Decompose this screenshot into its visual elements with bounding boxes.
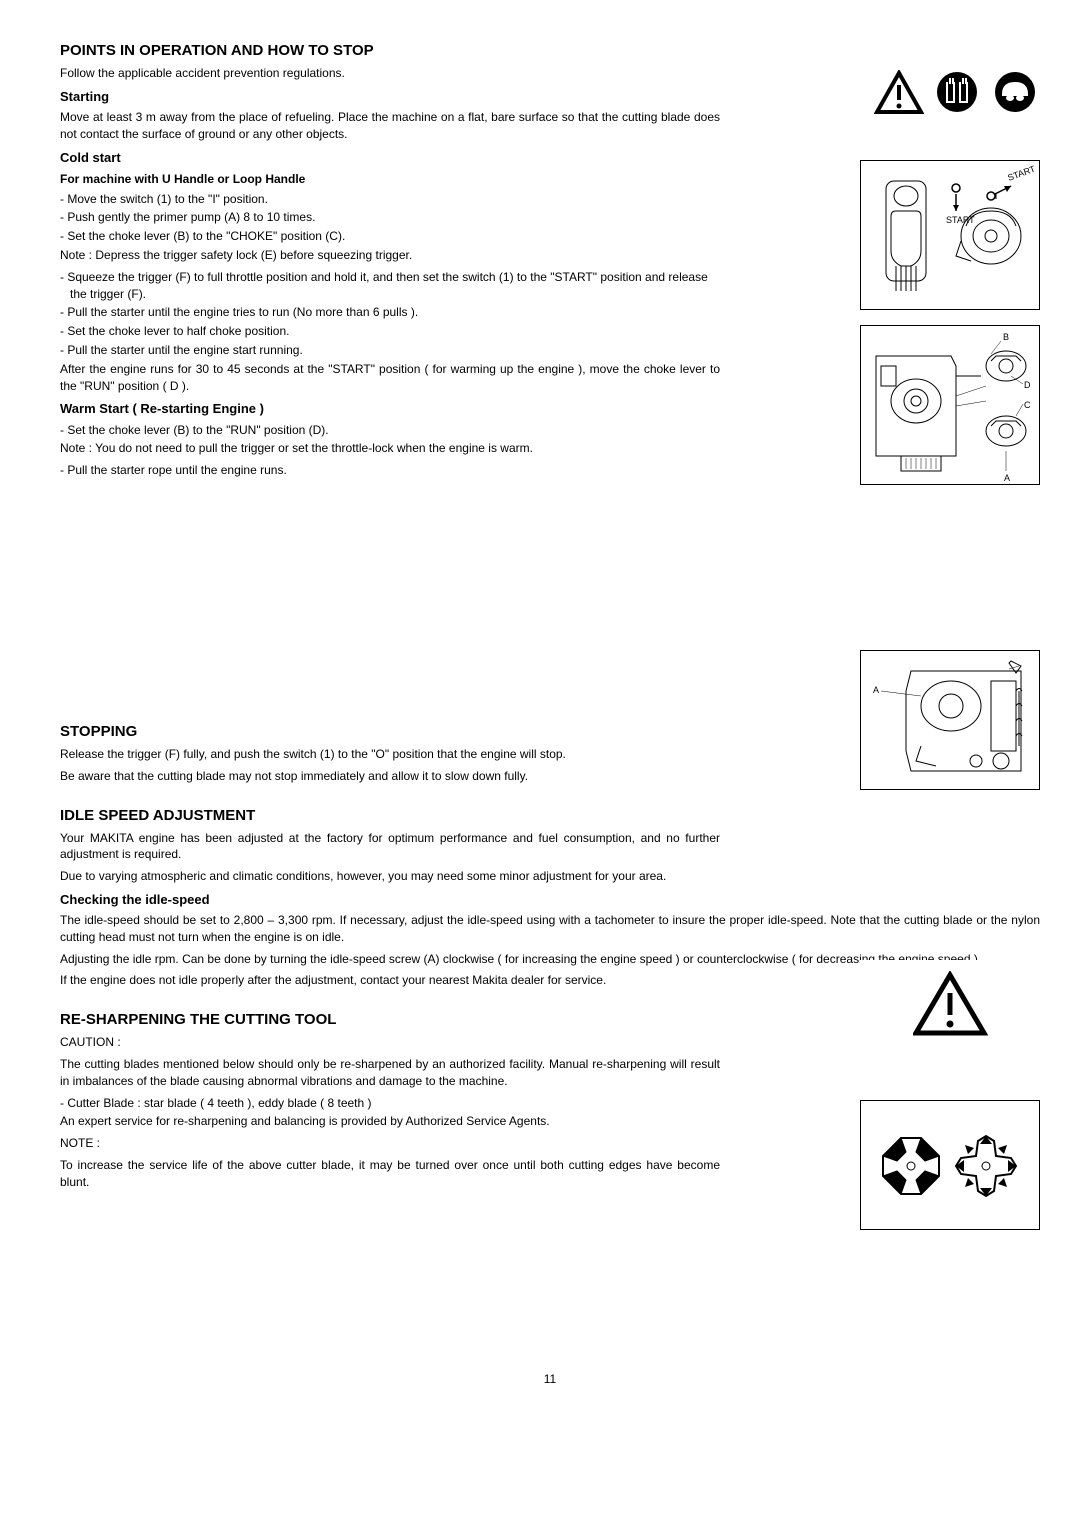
resharpen-text1: The cutting blades mentioned below shoul… [60, 1056, 720, 1090]
idle-text1: Your MAKITA engine has been adjusted at … [60, 830, 720, 864]
caution-label: CAUTION : [60, 1034, 720, 1051]
section-title-stopping: STOPPING [60, 721, 720, 742]
diagram-blades [860, 1100, 1040, 1230]
list-item: - Set the choke lever (B) to the "CHOKE"… [60, 228, 720, 245]
list-item: - Pull the starter rope until the engine… [60, 462, 720, 479]
note-text: Note : You do not need to pull the trigg… [60, 440, 720, 457]
diagram-label-start-arrow: START [1006, 164, 1037, 183]
list-item: - Pull the starter until the engine star… [60, 342, 720, 359]
note-label: NOTE : [60, 1135, 720, 1152]
idle-text2: Due to varying atmospheric and climatic … [60, 868, 1040, 885]
helmet-icon [990, 70, 1040, 115]
diagram-label-c: C [1024, 400, 1031, 410]
list-item: - Squeeze the trigger (F) to full thrott… [60, 269, 720, 303]
safety-icons-row [874, 70, 1040, 115]
list-item: - Move the switch (1) to the "I" positio… [60, 191, 720, 208]
starting-heading: Starting [60, 88, 720, 106]
list-item: - Pull the starter until the engine trie… [60, 304, 720, 321]
coldstart-heading: Cold start [60, 149, 720, 167]
checking-text1: The idle-speed should be set to 2,800 – … [60, 912, 1040, 946]
diagram-warning [860, 960, 1040, 1050]
intro-text: Follow the applicable accident preventio… [60, 65, 720, 82]
list-item: - Set the choke lever to half choke posi… [60, 323, 720, 340]
diagram-label-a2: A [873, 685, 879, 695]
diagram-label-start: START [946, 215, 975, 225]
section-title-resharpen: RE-SHARPENING THE CUTTING TOOL [60, 1009, 720, 1030]
diagram-idle-speed: A [860, 650, 1040, 790]
stopping-text1: Release the trigger (F) fully, and push … [60, 746, 720, 763]
diagram-engine-choke: B D C A [860, 325, 1040, 485]
warning-triangle-large-icon [913, 971, 988, 1039]
diagram-label-d: D [1024, 380, 1031, 390]
diagram-handle-switch: START START [860, 160, 1040, 310]
diagram-label-a: A [1004, 473, 1010, 483]
gloves-icon [932, 70, 982, 115]
checking-heading: Checking the idle-speed [60, 891, 1040, 909]
section-title-operation: POINTS IN OPERATION AND HOW TO STOP [60, 40, 720, 61]
resharpen-text2: An expert service for re-sharpening and … [60, 1113, 720, 1130]
list-item: - Push gently the primer pump (A) 8 to 1… [60, 209, 720, 226]
section-title-idle: IDLE SPEED ADJUSTMENT [60, 805, 720, 826]
diagram-label-b: B [1003, 332, 1009, 342]
list-item: - Set the choke lever (B) to the "RUN" p… [60, 422, 720, 439]
warmstart-heading: Warm Start ( Re-starting Engine ) [60, 400, 720, 418]
list-item: - Cutter Blade : star blade ( 4 teeth ),… [60, 1095, 720, 1112]
after-text: After the engine runs for 30 to 45 secon… [60, 361, 720, 395]
page-content: START START [60, 40, 1040, 1387]
stopping-text2: Be aware that the cutting blade may not … [60, 768, 720, 785]
starting-text: Move at least 3 m away from the place of… [60, 109, 720, 143]
resharpen-text3: To increase the service life of the abov… [60, 1157, 720, 1191]
note-text: Note : Depress the trigger safety lock (… [60, 247, 720, 264]
warning-triangle-icon [874, 70, 924, 115]
coldstart-subheading: For machine with U Handle or Loop Handle [60, 171, 720, 188]
page-number: 11 [60, 1371, 1040, 1388]
